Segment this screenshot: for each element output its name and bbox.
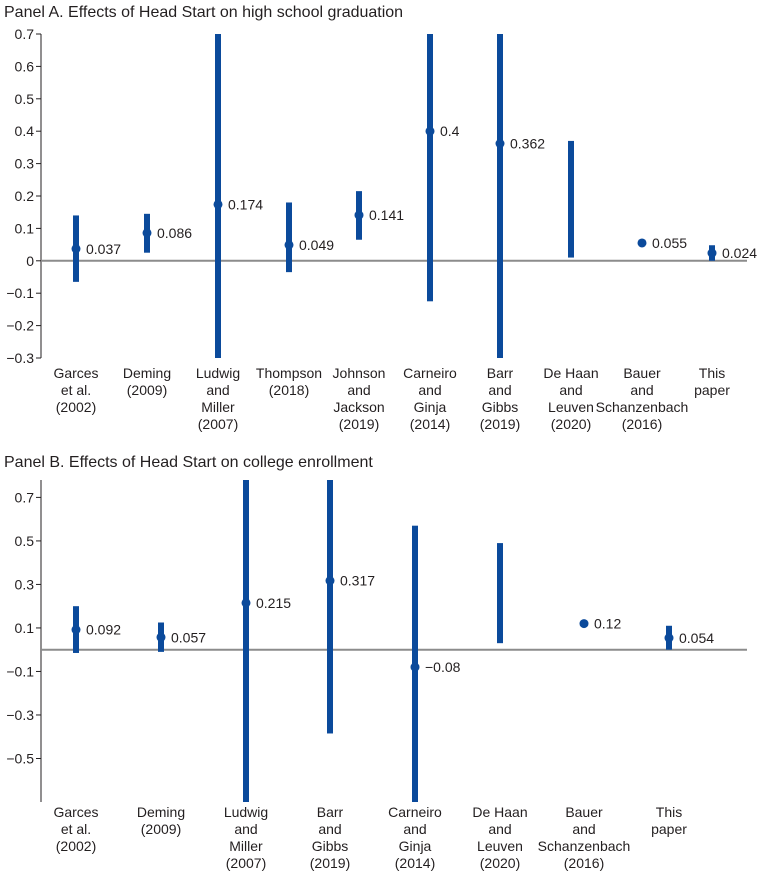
panel-b-error-bar bbox=[243, 480, 249, 802]
panel-a-data-label: 0.037 bbox=[86, 241, 121, 257]
panel-a-y-tick-label: 0.5 bbox=[15, 91, 35, 107]
panel-a-y-tick-label: 0.4 bbox=[15, 123, 35, 139]
panel-a-title: Panel A. Effects of Head Start on high s… bbox=[4, 4, 403, 21]
panel-b-point bbox=[325, 576, 335, 586]
panel-b-point bbox=[410, 662, 420, 672]
panel-b-data-label: 0.092 bbox=[86, 622, 121, 638]
panel-b-y-tick-label: 0.3 bbox=[15, 576, 35, 592]
panel-a-category-label: Deming (2009) bbox=[123, 365, 171, 398]
panel-a-error-bar bbox=[568, 140, 574, 258]
panel-a-y-tick-label: 0.3 bbox=[15, 156, 35, 172]
panel-b-category-label: Carneiro and Ginja (2014) bbox=[388, 804, 442, 871]
panel-b-data-label: 0.054 bbox=[679, 630, 714, 646]
panel-a-category-label: Barr and Gibbs (2019) bbox=[480, 365, 520, 432]
panel-a-data-label: 0.362 bbox=[510, 136, 545, 152]
panel-b-category-label: Garces et al. (2002) bbox=[53, 804, 98, 854]
panel-b-data-label: 0.12 bbox=[594, 616, 621, 632]
panel-b-point bbox=[241, 598, 251, 608]
panel-a-point bbox=[425, 126, 435, 136]
panel-a-error-bar bbox=[286, 202, 292, 273]
panel-a-point bbox=[213, 199, 223, 209]
panel-a-data-label: 0.055 bbox=[652, 235, 687, 251]
panel-b-y-tick-label: 0.1 bbox=[15, 620, 35, 636]
panel-a-point bbox=[637, 238, 647, 248]
panel-a-category-label: De Haan and Leuven (2020) bbox=[543, 365, 598, 432]
panel-a-category-label: This paper bbox=[694, 365, 730, 398]
panel-b-data-label: 0.317 bbox=[340, 573, 375, 589]
panel-a-category-label: Carneiro and Ginja (2014) bbox=[403, 365, 457, 432]
panel-b-category-label: Ludwig and Miller (2007) bbox=[224, 804, 268, 871]
panel-b-data-label: 0.057 bbox=[171, 629, 206, 645]
panel-a-category-label: Thompson (2018) bbox=[256, 365, 322, 398]
panel-b-category-label: This paper bbox=[651, 804, 687, 837]
panel-a-category-label: Ludwig and Miller (2007) bbox=[196, 365, 240, 432]
panel-a-point bbox=[142, 228, 152, 238]
panel-a-data-label: 0.086 bbox=[157, 225, 192, 241]
panel-a-error-bar bbox=[497, 34, 503, 358]
panel-a-y-tick-label: −0.3 bbox=[6, 350, 34, 366]
panel-a-point bbox=[71, 244, 81, 254]
panel-b-category-label: De Haan and Leuven (2020) bbox=[472, 804, 527, 871]
panel-a-y-tick-label: 0.6 bbox=[15, 58, 35, 74]
panel-b-error-bar bbox=[497, 543, 503, 644]
panel-a: Panel A. Effects of Head Start on high s… bbox=[4, 4, 757, 432]
panel-a-category-label: Garces et al. (2002) bbox=[53, 365, 98, 415]
panel-a-data-label: 0.141 bbox=[369, 207, 404, 223]
panel-b-point bbox=[71, 625, 81, 635]
panel-b-y-tick-label: −0.3 bbox=[6, 707, 34, 723]
panel-a-y-tick-label: −0.1 bbox=[6, 285, 34, 301]
panel-a-data-label: 0.024 bbox=[722, 245, 757, 261]
panel-a-y-tick-label: 0.1 bbox=[15, 220, 35, 236]
panel-a-y-tick-label: 0.7 bbox=[15, 26, 35, 42]
panel-b-point bbox=[664, 633, 674, 643]
panel-b-data-label: 0.215 bbox=[256, 595, 291, 611]
panel-a-point bbox=[284, 240, 294, 250]
panel-b-error-bar bbox=[327, 480, 333, 734]
panel-a-data-label: 0.4 bbox=[440, 123, 460, 139]
panel-b-category-label: Deming (2009) bbox=[137, 804, 185, 837]
panel-b: Panel B. Effects of Head Start on colleg… bbox=[4, 454, 747, 871]
panel-a-y-tick-label: 0.2 bbox=[15, 188, 35, 204]
panel-a-y-tick-label: 0 bbox=[26, 253, 34, 269]
panel-b-data-label: −0.08 bbox=[425, 659, 461, 675]
panel-b-category-label: Bauer and Schanzenbach (2016) bbox=[538, 804, 631, 871]
panel-a-error-bar bbox=[427, 34, 433, 302]
panel-b-y-tick-label: 0.5 bbox=[15, 533, 35, 549]
panel-a-data-label: 0.049 bbox=[299, 237, 334, 253]
panel-b-category-label: Barr and Gibbs (2019) bbox=[310, 804, 350, 871]
panel-b-y-tick-label: 0.7 bbox=[15, 489, 35, 505]
panel-a-category-label: Bauer and Schanzenbach (2016) bbox=[596, 365, 689, 432]
panel-a-point bbox=[707, 248, 717, 258]
panel-b-y-tick-label: −0.1 bbox=[6, 663, 34, 679]
panel-a-category-label: Johnson and Jackson (2019) bbox=[333, 365, 386, 432]
panel-b-y-tick-label: −0.5 bbox=[6, 750, 34, 766]
panel-a-y-tick-label: −0.2 bbox=[6, 318, 34, 334]
panel-a-error-bar bbox=[215, 34, 221, 358]
panel-a-point bbox=[495, 139, 505, 149]
panel-a-point bbox=[354, 210, 364, 220]
panel-b-title: Panel B. Effects of Head Start on colleg… bbox=[4, 454, 373, 471]
panel-b-point bbox=[579, 619, 589, 629]
panel-b-point bbox=[156, 632, 166, 642]
panel-a-data-label: 0.174 bbox=[228, 196, 263, 212]
